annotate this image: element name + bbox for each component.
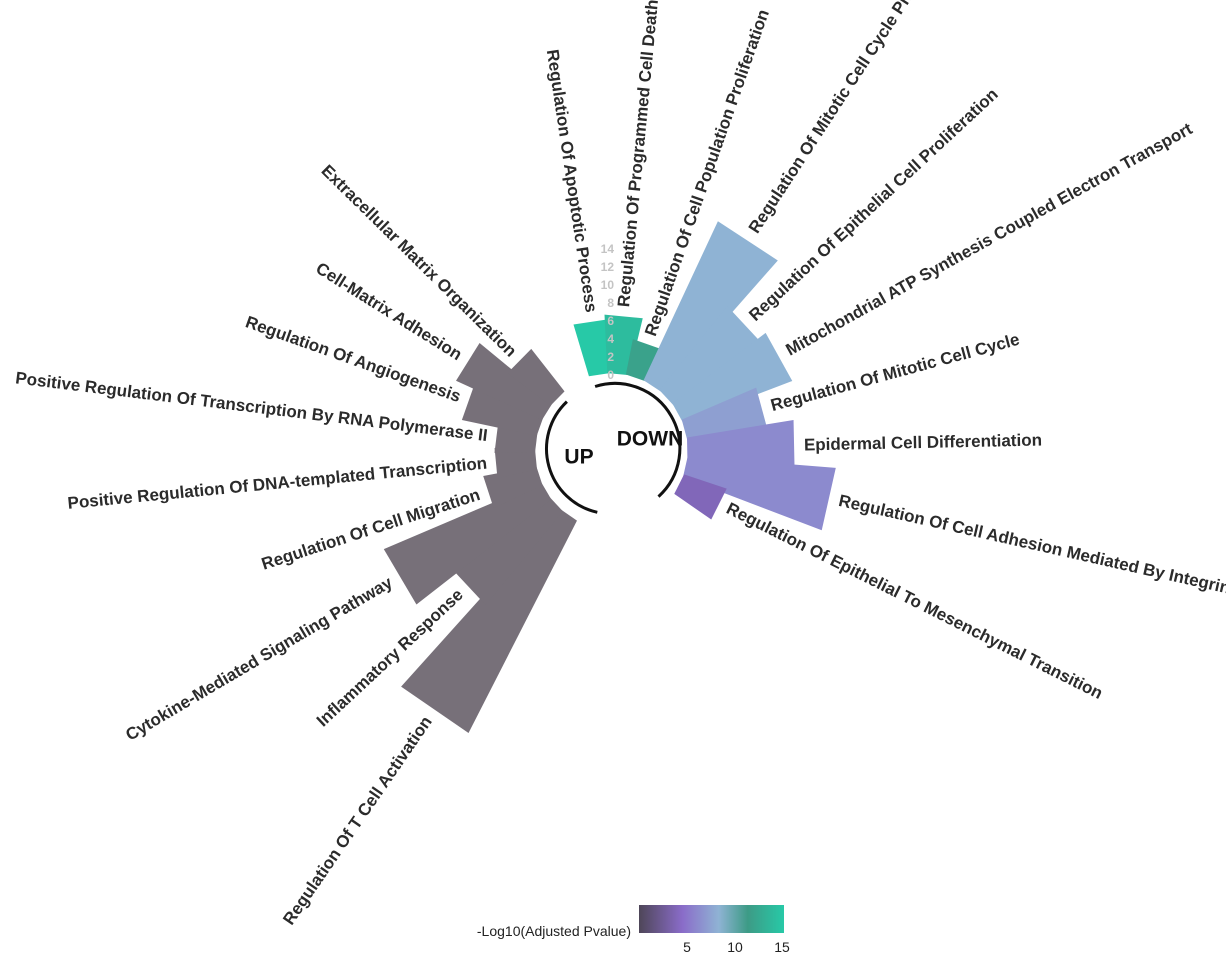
- bar-regulation-of-angiogenesis: [461, 382, 544, 436]
- up-group-label: UP: [564, 446, 593, 469]
- bar-cell-matrix-adhesion: [456, 343, 553, 421]
- down-group-label: DOWN: [617, 428, 684, 451]
- radial-tick-0: 0: [607, 368, 614, 382]
- bar-label-regulation-of-t-cell-activation: Regulation Of T Cell Activation: [279, 713, 436, 929]
- bar-extracellular-matrix-organization: [507, 348, 565, 406]
- radial-tick-10: 10: [601, 278, 615, 292]
- legend-colorbar: [639, 905, 784, 933]
- bar-regulation-of-apoptotic-process: [573, 319, 611, 377]
- bar-regulation-of-mitotic-cell-cycle-phase-transition: [643, 221, 778, 393]
- radial-axis-ticks: 0 2 4 6 8 10 12 14: [601, 242, 615, 382]
- bar-inflammatory-response: [450, 496, 563, 606]
- bar-label-regulation-of-epithelial-cell-proliferation: Regulation Of Epithelial Cell Proliferat…: [745, 85, 1001, 325]
- bar-label-regulation-of-apoptotic-process: Regulation Of Apoptotic Process: [543, 48, 601, 314]
- bar-regulation-of-cell-population-proliferation: [625, 339, 664, 382]
- radial-tick-12: 12: [601, 260, 615, 274]
- color-legend: -Log10(Adjusted Pvalue) 5 10 15: [477, 905, 790, 955]
- bar-regulation-of-programmed-cell-death: [604, 314, 643, 376]
- legend-title: -Log10(Adjusted Pvalue): [477, 923, 631, 939]
- bar-label-epidermal-cell-differentiation: Epidermal Cell Differentiation: [804, 431, 1042, 455]
- bar-label-regulation-of-programmed-cell-death: Regulation Of Programmed Cell Death: [614, 0, 662, 308]
- bar-label-regulation-of-epithelial-to-mesenchymal-transition: Regulation Of Epithelial To Mesenchymal …: [723, 499, 1105, 703]
- bar-mitochondrial-atp-synthesis-coupled-electron-transport: [672, 332, 793, 423]
- bar-layer: [383, 221, 836, 733]
- legend-tick-15: 15: [774, 939, 790, 955]
- bar-positive-regulation-of-dna-templated-transcription: [494, 448, 537, 479]
- radial-tick-6: 6: [607, 314, 614, 328]
- bar-regulation-of-t-cell-activation: [401, 509, 577, 733]
- radial-tick-8: 8: [607, 296, 614, 310]
- bar-regulation-of-mitotic-cell-cycle: [681, 387, 768, 441]
- up-group-arc: [545, 400, 598, 514]
- bar-label-cytokine-mediated-signaling-pathway: Cytokine-Mediated Signaling Pathway: [122, 573, 396, 745]
- label-layer: Regulation Of T Cell ActivationInflammat…: [14, 0, 1226, 928]
- bar-regulation-of-epithelial-cell-proliferation: [659, 306, 764, 407]
- bar-cytokine-mediated-signaling-pathway: [383, 482, 552, 605]
- bar-regulation-of-cell-adhesion-mediated-by-integrin: [682, 456, 836, 531]
- legend-tick-5: 5: [683, 939, 691, 955]
- radial-tick-2: 2: [607, 350, 614, 364]
- radial-tick-4: 4: [607, 332, 614, 346]
- down-group-arc: [594, 381, 682, 498]
- legend-tick-10: 10: [727, 939, 743, 955]
- bar-regulation-of-epithelial-to-mesenchymal-transition: [674, 474, 727, 520]
- bar-label-regulation-of-mitotic-cell-cycle-phase-transition: Regulation Of Mitotic Cell Cycle Phase T…: [745, 0, 979, 237]
- radial-tick-14: 14: [601, 242, 615, 256]
